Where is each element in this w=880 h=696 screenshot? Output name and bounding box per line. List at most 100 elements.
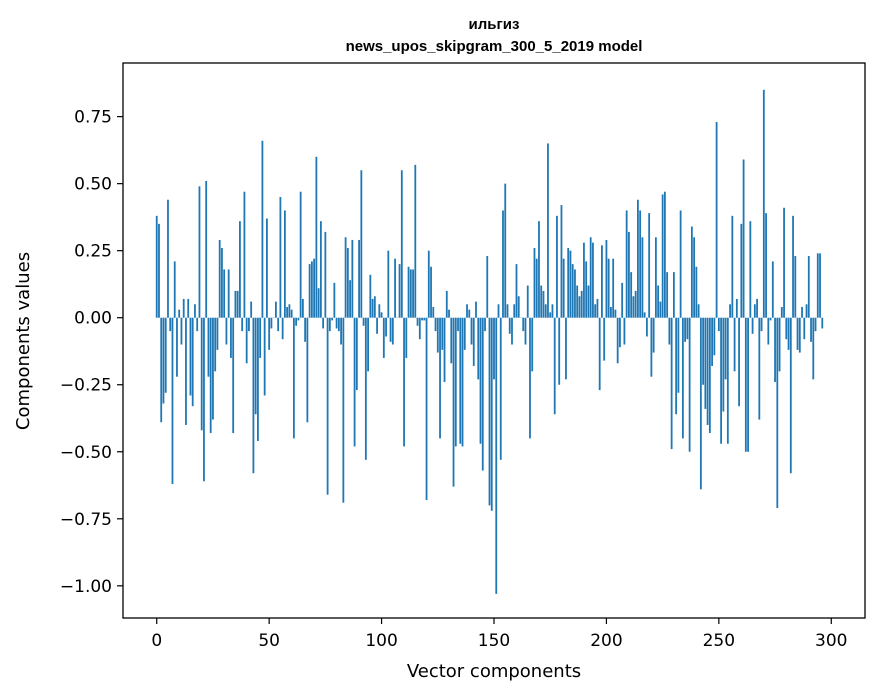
bar-209 (625, 210, 628, 318)
bar-71 (315, 156, 318, 318)
bar-165 (526, 285, 529, 318)
bar-279 (783, 207, 785, 318)
bar-296 (821, 317, 824, 329)
bar-278 (780, 306, 783, 318)
y-tick-label: −0.75 (60, 510, 112, 530)
bar-191 (585, 261, 588, 318)
bar-79 (333, 282, 336, 318)
bar-228 (668, 317, 671, 345)
bar-280 (785, 317, 788, 340)
bar-72 (317, 288, 320, 318)
bar-283 (792, 215, 794, 318)
bar-147 (486, 256, 489, 318)
bar-39 (243, 191, 246, 318)
bar-56 (281, 317, 284, 340)
bar-260 (740, 223, 743, 318)
bar-241 (697, 304, 700, 318)
bar-122 (430, 266, 432, 318)
bar-36 (236, 290, 239, 318)
bar-211 (630, 272, 633, 318)
bar-22 (205, 180, 208, 318)
bar-294 (816, 253, 819, 318)
bar-80 (335, 317, 338, 329)
bar-194 (592, 242, 594, 318)
bar-175 (549, 312, 552, 318)
bar-271 (765, 213, 767, 318)
bar-106 (394, 258, 396, 318)
bar-108 (398, 264, 401, 318)
bar-63 (297, 317, 300, 321)
bar-290 (807, 256, 810, 318)
bar-248 (713, 317, 716, 356)
x-tick-label: 250 (703, 631, 735, 651)
x-tick-label: 0 (151, 631, 162, 651)
bar-273 (769, 317, 772, 321)
bar-259 (738, 317, 740, 407)
bar-183 (567, 248, 570, 318)
bar-255 (729, 304, 731, 318)
bar-253 (724, 317, 727, 380)
bar-53 (275, 301, 277, 318)
bar-0 (155, 215, 158, 318)
x-tick-label: 100 (365, 631, 397, 651)
x-tick-label: 300 (815, 631, 847, 651)
bar-238 (690, 226, 693, 318)
bar-101 (382, 317, 385, 358)
bar-91 (360, 170, 363, 318)
bar-217 (643, 312, 646, 318)
bar-66 (304, 317, 307, 342)
bar-246 (708, 317, 711, 433)
bar-84 (344, 237, 347, 318)
bar-51 (270, 317, 273, 329)
bar-240 (695, 266, 698, 318)
bar-70 (313, 258, 316, 318)
bar-247 (711, 317, 713, 366)
bar-156 (506, 304, 509, 318)
bar-293 (814, 317, 817, 332)
bar-275 (774, 317, 776, 383)
bar-32 (227, 269, 230, 318)
bar-288 (803, 317, 806, 340)
bar-90 (358, 239, 360, 318)
bar-92 (362, 317, 365, 326)
bar-110 (403, 317, 405, 447)
bar-261 (742, 159, 745, 318)
bar-221 (652, 317, 655, 353)
bar-60 (290, 309, 293, 318)
bar-69 (310, 261, 313, 318)
bar-208 (623, 317, 626, 345)
bar-227 (666, 272, 669, 318)
bar-112 (407, 266, 410, 318)
bar-104 (389, 317, 392, 342)
bar-61 (292, 317, 295, 439)
bar-199 (603, 317, 606, 361)
bar-204 (614, 309, 617, 318)
bar-17 (194, 304, 196, 318)
x-tick-label: 150 (478, 631, 510, 651)
bar-64 (299, 191, 302, 318)
bar-14 (187, 298, 190, 318)
bar-41 (248, 317, 250, 332)
bar-10 (178, 309, 181, 318)
bar-149 (490, 317, 493, 511)
bar-196 (596, 298, 599, 318)
bar-15 (189, 317, 192, 396)
bar-26 (214, 317, 217, 372)
bar-136 (461, 317, 464, 447)
bar-155 (504, 183, 507, 318)
bar-46 (259, 317, 262, 358)
bar-254 (726, 317, 729, 444)
bar-48 (263, 317, 266, 396)
bar-178 (556, 215, 558, 318)
y-tick-label: −0.50 (60, 443, 112, 463)
bar-27 (216, 317, 219, 350)
bar-128 (443, 317, 446, 383)
bar-25 (212, 317, 214, 420)
bar-16 (191, 317, 194, 407)
bar-157 (508, 317, 511, 334)
bar-267 (756, 298, 758, 318)
bar-4 (164, 317, 167, 393)
bar-125 (436, 317, 439, 353)
bar-197 (598, 317, 601, 391)
